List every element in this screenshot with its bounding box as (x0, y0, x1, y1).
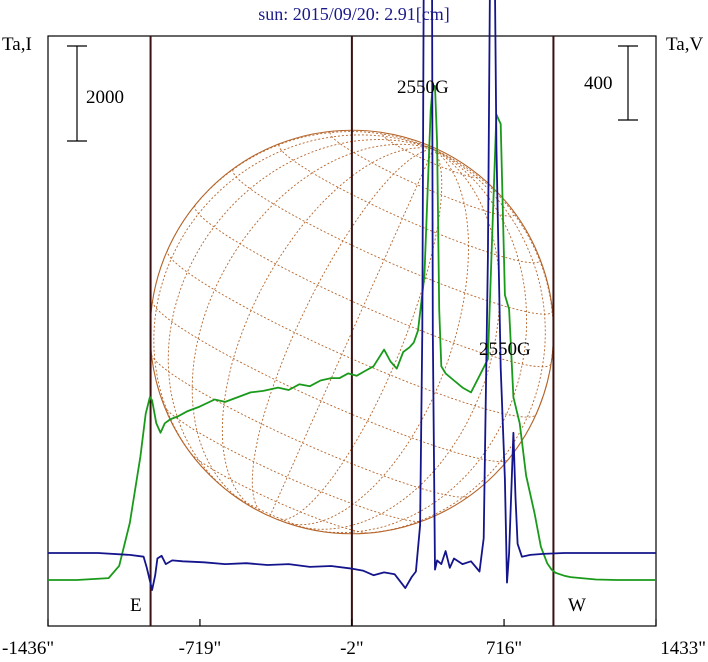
longitude-line (313, 148, 528, 534)
peak-label-2: 2550G (479, 339, 531, 360)
latitude-line (194, 205, 552, 368)
west-label: W (568, 595, 586, 616)
longitude-line (167, 139, 434, 494)
right-scale-label: 400 (584, 73, 613, 94)
longitude-line (358, 148, 546, 535)
longitude-line (277, 148, 443, 521)
left-axis-label: Ta,I (2, 34, 32, 55)
longitude-line (167, 131, 434, 251)
x-tick-label: -1436" (2, 638, 54, 659)
series-line-polarization (48, 0, 656, 591)
x-tick-label: 1433" (660, 638, 706, 659)
longitude-line (153, 134, 434, 462)
longitude-line (297, 148, 501, 530)
series-line-intensity (48, 85, 656, 581)
east-label: E (130, 595, 142, 616)
solar-disk (149, 129, 555, 535)
longitude-line (433, 148, 554, 415)
series-layer (48, 0, 656, 591)
peak-label-1: 2550G (397, 77, 449, 98)
x-tick-label: 716" (486, 638, 522, 659)
chart-title: sun: 2015/09/20: 2.91[cm] (258, 4, 450, 24)
latitude-line (190, 453, 370, 534)
longitude-line (251, 148, 434, 514)
longitude-line (269, 148, 434, 517)
longitude-line (221, 147, 434, 510)
longitude-line (284, 148, 469, 526)
longitude-line (191, 143, 434, 503)
latitude-line (166, 249, 537, 418)
right-scale-bar: 400 (584, 45, 638, 121)
x-tick-label: -2" (340, 638, 364, 659)
latitude-line (152, 301, 509, 462)
left-scale-label: 2000 (86, 87, 124, 108)
right-axis-label: Ta,V (666, 34, 703, 55)
left-scale-bar: 2000 (67, 45, 124, 142)
x-axis-ticks: -1436" -719" -2" 716" 1433" (2, 619, 706, 659)
latitude-line (382, 133, 479, 178)
x-tick-label: -719" (179, 638, 222, 659)
